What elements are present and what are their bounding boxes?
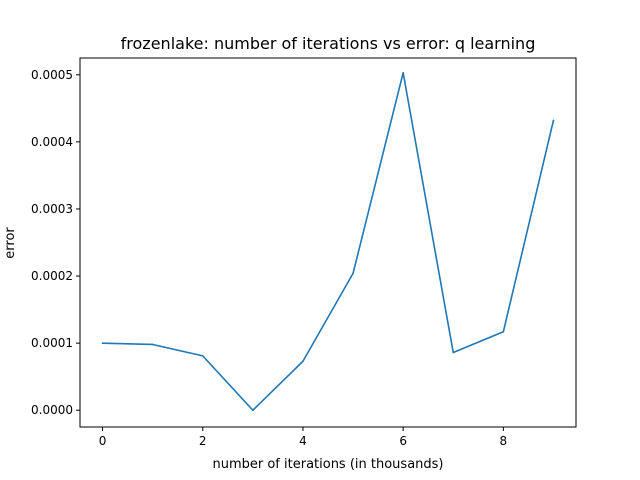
data-point [452, 351, 455, 354]
data-point [302, 360, 304, 363]
y-tick-label: 0.0000 [31, 403, 73, 417]
data-point [552, 119, 555, 122]
data-point [101, 342, 104, 344]
x-axis-label: number of iterations (in thousands) [212, 457, 443, 472]
data-point [151, 343, 154, 346]
data-point [502, 330, 505, 333]
y-axis-label: error [3, 227, 18, 259]
chart-title: frozenlake: number of iterations vs erro… [121, 34, 536, 53]
series-line [101, 71, 555, 412]
x-tick-label: 0 [99, 434, 107, 448]
x-tick-label: 8 [500, 434, 508, 448]
y-tick-label: 0.0004 [31, 135, 73, 149]
series-layer [101, 71, 555, 412]
data-point [402, 71, 404, 74]
data-point [252, 409, 254, 412]
axes-frame [79, 57, 577, 428]
y-tick-label: 0.0003 [31, 202, 73, 216]
x-axis-ticks: 0 2 4 6 8 [99, 427, 507, 448]
data-point [201, 355, 204, 357]
x-tick-label: 2 [199, 434, 207, 448]
y-tick-label: 0.0002 [31, 269, 73, 283]
data-point [352, 272, 354, 275]
y-tick-label: 0.0005 [31, 68, 73, 82]
y-axis-ticks: 0.0000 0.0001 0.0002 0.0003 0.0004 0.0005 [31, 68, 80, 417]
y-tick-label: 0.0001 [31, 336, 73, 350]
x-tick-label: 4 [299, 434, 307, 448]
x-tick-label: 6 [399, 434, 407, 448]
